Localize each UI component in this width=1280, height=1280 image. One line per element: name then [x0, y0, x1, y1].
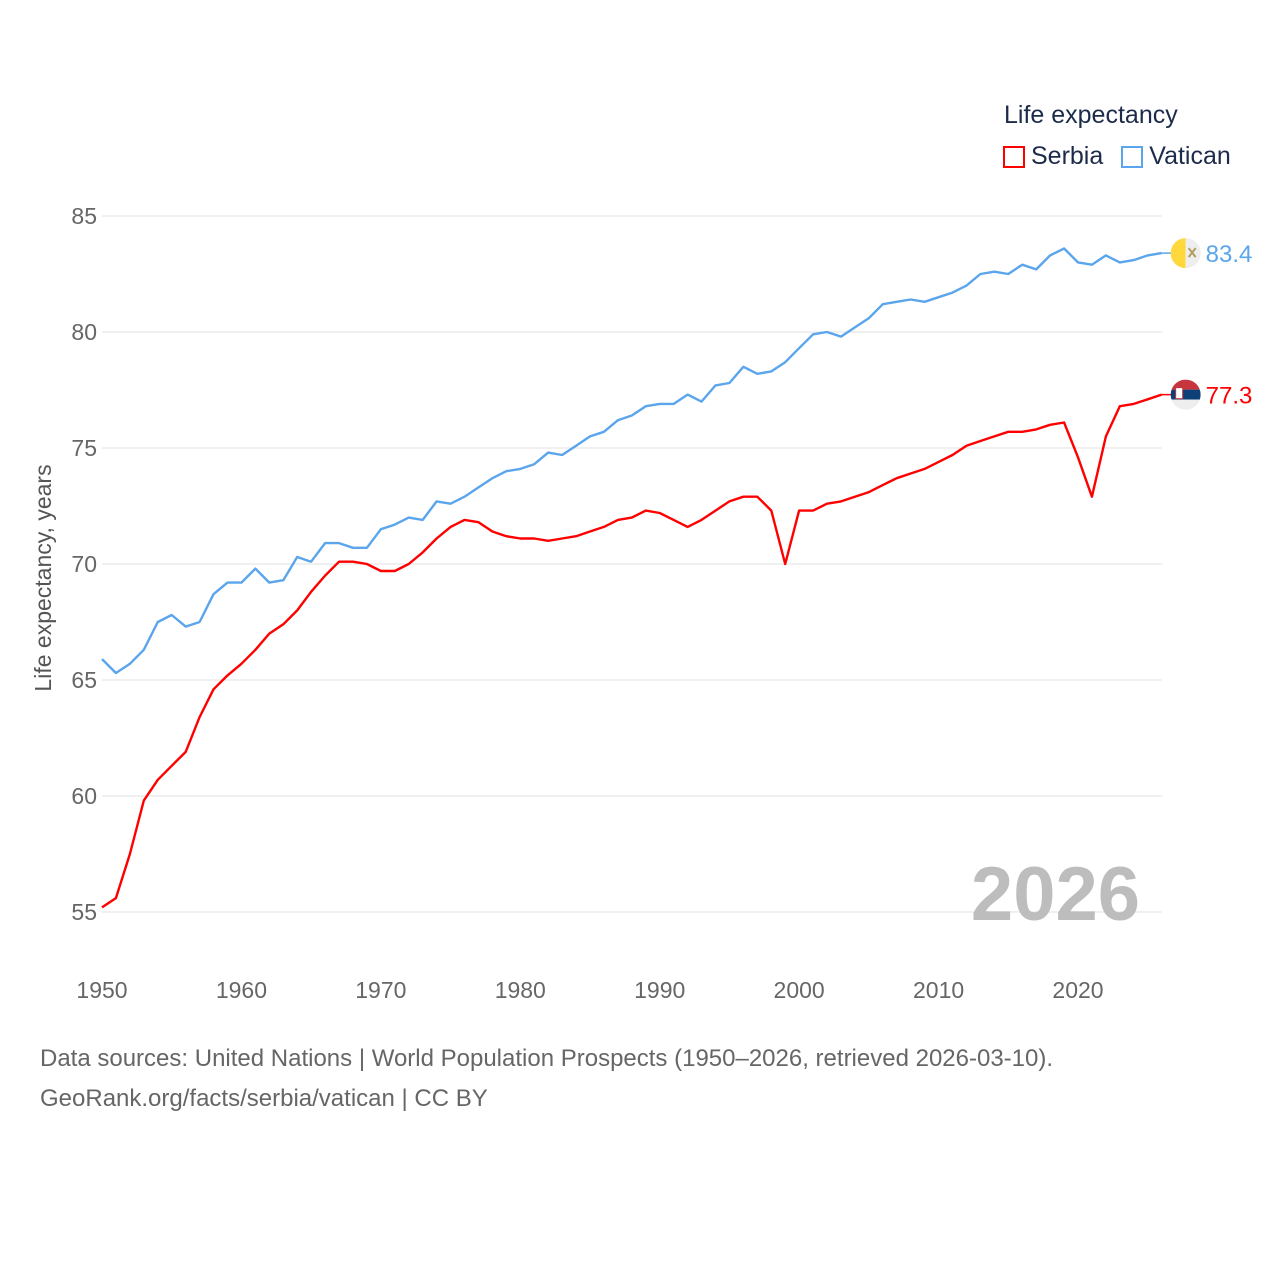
- y-tick-label: 70: [71, 551, 97, 577]
- legend: Serbia Vatican: [1003, 142, 1231, 171]
- y-tick-label: 55: [71, 899, 97, 925]
- x-tick-label: 2010: [913, 977, 964, 1003]
- y-tick-label: 80: [71, 319, 97, 345]
- y-tick-label: 65: [71, 667, 97, 693]
- end-labels: 77.3 83.4: [1161, 238, 1253, 410]
- x-tick-label: 1950: [76, 977, 127, 1003]
- year-watermark: 2026: [971, 852, 1140, 937]
- y-tick-labels: 55 60 65 70 75 80 85: [71, 203, 97, 925]
- legend-label-vatican: Vatican: [1149, 142, 1231, 170]
- end-value-label: 77.3: [1206, 383, 1253, 410]
- gridlines: [102, 215, 1162, 913]
- x-tick-label: 1990: [634, 977, 685, 1003]
- y-axis-title: Life expectancy, years: [30, 464, 56, 691]
- series-lines: [101, 247, 1163, 909]
- vatican-flag-icon: [1170, 238, 1201, 269]
- flag-half-yellow: [1170, 238, 1186, 269]
- legend-item-vatican[interactable]: Vatican: [1121, 142, 1231, 171]
- footer-attribution[interactable]: GeoRank.org/facts/serbia/vatican | CC BY: [40, 1085, 488, 1112]
- series-line-vatican: [101, 247, 1162, 675]
- flag-coat-of-arms: [1175, 387, 1184, 400]
- flag-stripe-white: [1170, 399, 1201, 410]
- legend-swatch-serbia: [1003, 145, 1025, 168]
- end-value-label: 83.4: [1206, 241, 1253, 268]
- series-line-serbia: [101, 393, 1163, 909]
- flag-stripe-red: [1170, 379, 1201, 390]
- x-tick-label: 1980: [495, 977, 546, 1003]
- y-tick-label: 75: [71, 435, 97, 461]
- legend-item-serbia[interactable]: Serbia: [1003, 142, 1103, 171]
- serbia-flag-icon: [1170, 379, 1201, 410]
- flag-keys: [1187, 247, 1197, 258]
- y-tick-label: 85: [71, 203, 97, 229]
- x-tick-label: 2000: [774, 977, 825, 1003]
- y-tick-label: 60: [71, 783, 97, 809]
- legend-label-serbia: Serbia: [1031, 142, 1104, 170]
- x-tick-labels: 1950 1960 1970 1980 1990 2000 2010 2020: [76, 977, 1103, 1003]
- flag-body: [1170, 379, 1201, 410]
- flag-body: [1170, 238, 1201, 269]
- x-tick-label: 2020: [1052, 977, 1103, 1003]
- footer-sources: Data sources: United Nations | World Pop…: [40, 1045, 1054, 1072]
- x-tick-label: 1970: [355, 977, 406, 1003]
- legend-swatch-vatican: [1121, 145, 1144, 168]
- legend-title: Life expectancy: [1004, 101, 1178, 129]
- flag-stripe-blue: [1170, 389, 1201, 400]
- x-tick-label: 1960: [216, 977, 267, 1003]
